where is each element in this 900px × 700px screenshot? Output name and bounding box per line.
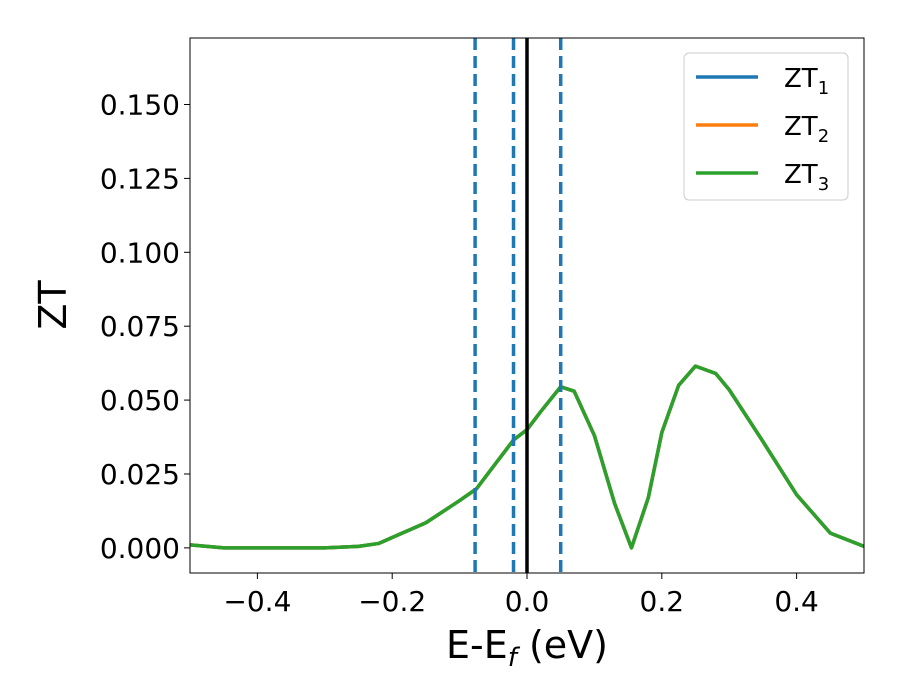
- x-tick-label: −0.4: [223, 585, 291, 618]
- plot-area: [190, 38, 864, 573]
- x-tick-label: 0.2: [640, 585, 685, 618]
- y-tick-label: 0.000: [100, 532, 180, 565]
- series-line-zt3: [190, 364, 864, 550]
- y-tick-label: 0.125: [100, 162, 180, 195]
- y-tick-label: 0.050: [100, 384, 180, 417]
- x-tick-label: 0.0: [505, 585, 550, 618]
- legend: ZT1 ZT2 ZT3: [683, 52, 849, 201]
- y-tick-label: 0.075: [100, 310, 180, 343]
- legend-label-zt1: ZT1: [784, 64, 829, 99]
- axis-ticks: −0.4 −0.2 0.0 0.2 0.4 0.000 0.025 0.050 0.075 0.1…: [100, 89, 819, 618]
- legend-label-zt3: ZT3: [784, 160, 829, 195]
- legend-label-zt2: ZT2: [784, 112, 829, 147]
- x-tick-label: 0.4: [774, 585, 819, 618]
- y-tick-label: 0.025: [100, 458, 180, 491]
- x-tick-label: −0.2: [358, 585, 426, 618]
- y-axis-label: ZT: [31, 280, 75, 330]
- y-tick-label: 0.150: [100, 89, 180, 122]
- legend-box: [683, 52, 849, 201]
- plot-frame: [189, 37, 865, 574]
- y-tick-label: 0.100: [100, 236, 180, 269]
- x-axis-label: E-Ef (eV): [446, 623, 608, 673]
